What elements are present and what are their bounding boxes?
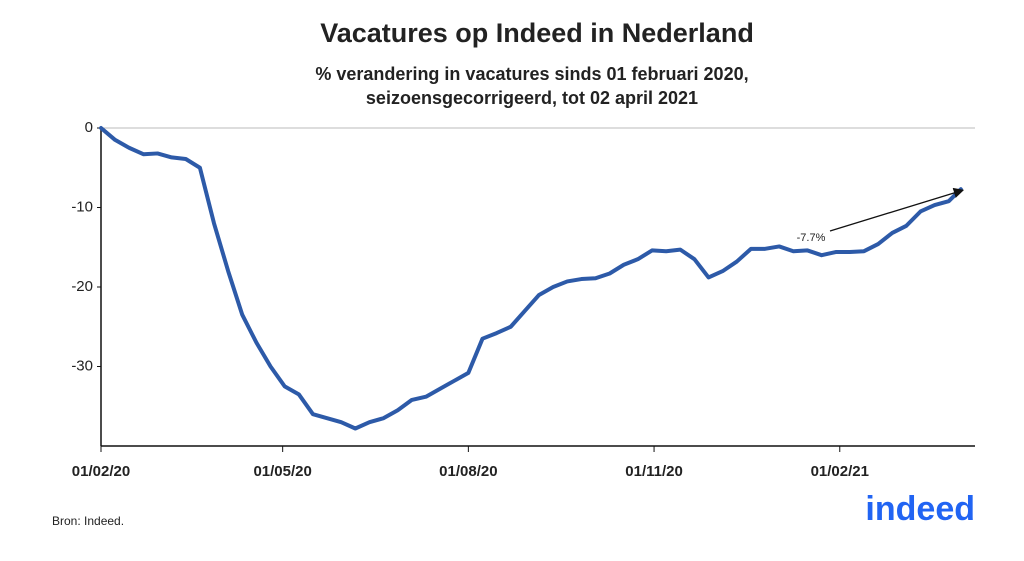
y-tick-label: -30	[71, 357, 93, 374]
x-tick-label: 01/02/21	[811, 463, 869, 480]
x-tick-label: 01/11/20	[625, 463, 683, 480]
y-tick-label: -10	[71, 198, 93, 215]
annotation-arrow	[829, 187, 965, 232]
y-tick-label: -20	[71, 278, 93, 295]
x-tick-label: 01/02/20	[72, 463, 130, 480]
x-tick-label: 01/08/20	[439, 463, 497, 480]
y-tick-label: 0	[85, 119, 93, 136]
x-tick-label: 01/05/20	[253, 463, 311, 480]
chart-subtitle: seizoensgecorrigeerd, tot 02 april 2021	[366, 88, 698, 108]
chart-subtitle: % verandering in vacatures sinds 01 febr…	[315, 64, 748, 84]
chart-title: Vacatures op Indeed in Nederland	[320, 18, 754, 48]
source-note: Bron: Indeed.	[52, 514, 124, 528]
data-line	[99, 126, 963, 431]
logo: indeed	[865, 490, 975, 528]
annotation: -7.7%	[797, 232, 826, 244]
